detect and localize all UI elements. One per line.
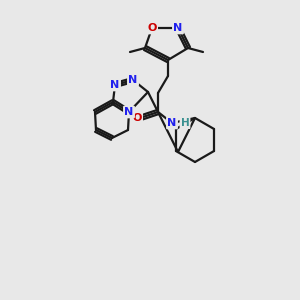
Text: O: O [147,23,157,33]
Text: N: N [167,118,177,128]
Text: H: H [181,118,189,128]
Text: O: O [132,113,142,123]
Text: N: N [128,75,138,85]
Text: N: N [124,107,134,117]
Text: N: N [110,80,120,90]
Text: N: N [173,23,183,33]
